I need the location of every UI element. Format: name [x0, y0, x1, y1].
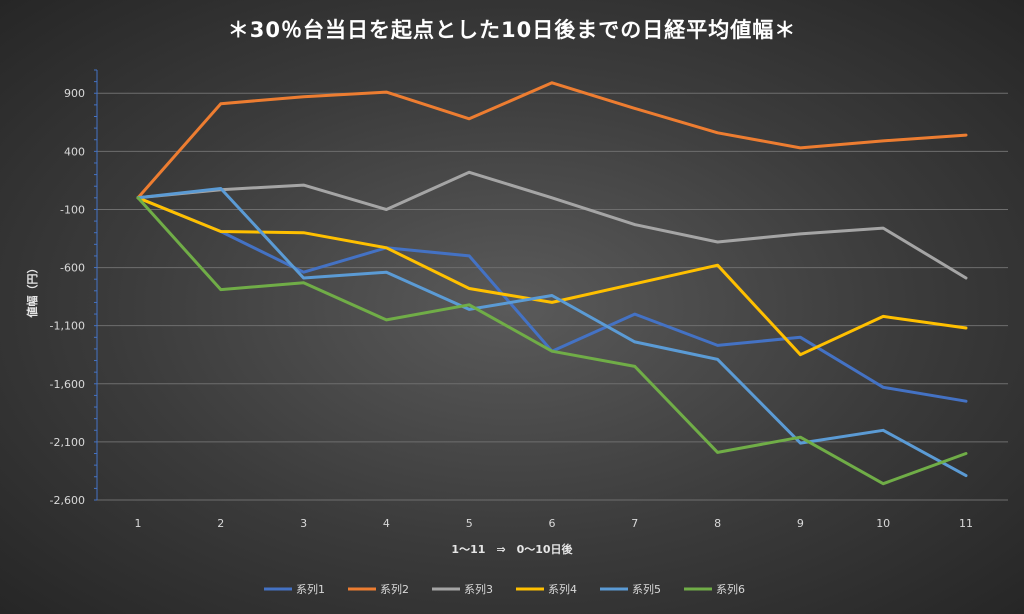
legend-label-2: 系列2: [380, 582, 409, 596]
x-tick-label: 1: [135, 517, 142, 530]
legend-label-1: 系列1: [296, 582, 325, 596]
x-tick-label: 2: [217, 517, 224, 530]
y-tick-label: -1,100: [50, 320, 85, 333]
y-tick-label: -2,100: [50, 436, 85, 449]
legend-label-6: 系列6: [716, 582, 745, 596]
series-line-2: [136, 81, 968, 200]
y-tick-label: 900: [64, 87, 85, 100]
legend-label-3: 系列3: [464, 582, 493, 596]
series-line-1: [136, 196, 968, 403]
y-axis-title: 値幅（円）: [25, 263, 39, 319]
y-tick-label: 400: [64, 145, 85, 158]
series-line-4: [136, 196, 968, 357]
x-tick-label: 10: [876, 517, 890, 530]
legend-label-4: 系列4: [548, 582, 577, 596]
x-tick-label: 4: [383, 517, 390, 530]
x-tick-label: 6: [549, 517, 556, 530]
y-tick-label: -100: [60, 203, 85, 216]
x-tick-label: 3: [300, 517, 307, 530]
x-tick-label: 5: [466, 517, 473, 530]
y-tick-label: -2,600: [50, 494, 85, 507]
x-axis-title: 1～11 ⇒ 0～10日後: [451, 542, 573, 556]
x-tick-label: 11: [959, 517, 973, 530]
series-line-5: [136, 187, 968, 478]
y-tick-label: -1,600: [50, 378, 85, 391]
x-tick-label: 8: [714, 517, 721, 530]
legend-label-5: 系列5: [632, 582, 661, 596]
series-line-3: [136, 170, 968, 280]
x-tick-label: 7: [631, 517, 638, 530]
x-tick-label: 9: [797, 517, 804, 530]
series-line-6: [136, 196, 968, 486]
chart-title: ＊30％台当日を起点とした10日後までの日経平均値幅＊: [227, 18, 797, 42]
y-tick-label: -600: [60, 262, 85, 275]
